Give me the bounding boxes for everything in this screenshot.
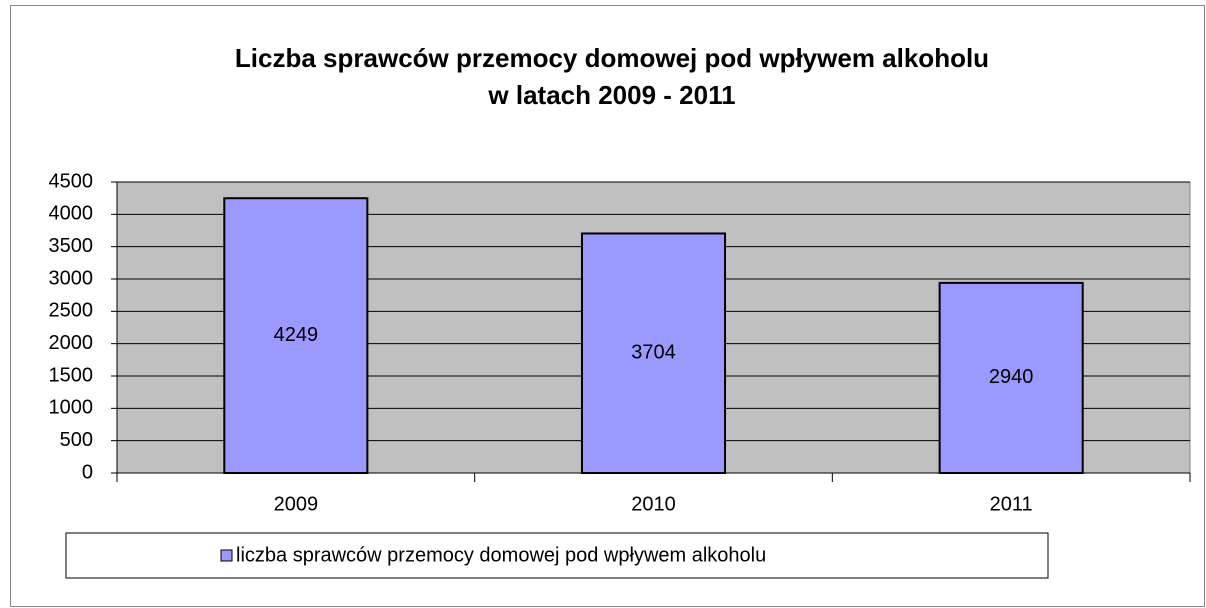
bar xyxy=(223,197,369,475)
y-tick-label: 4000 xyxy=(49,203,94,225)
data-label: 4249 xyxy=(274,324,319,346)
y-tick-label: 2500 xyxy=(49,300,94,322)
x-tick-label: 2010 xyxy=(631,493,676,515)
legend-swatch xyxy=(220,549,233,562)
y-tick-label: 500 xyxy=(60,429,93,451)
y-tick-label: 3000 xyxy=(49,267,94,289)
y-tick-label: 1500 xyxy=(49,364,94,386)
bar xyxy=(938,281,1084,474)
y-tick-label: 1000 xyxy=(49,397,94,419)
legend-label: liczba sprawców przemocy domowej pod wpł… xyxy=(236,544,766,566)
bar xyxy=(580,232,727,474)
y-tick-label: 2000 xyxy=(49,332,94,354)
data-label: 3704 xyxy=(631,342,676,364)
y-tick-label: 3500 xyxy=(49,235,94,257)
chart-title: w latach 2009 - 2011 xyxy=(487,80,735,110)
y-tick-label: 0 xyxy=(82,461,93,483)
chart-title: Liczba sprawców przemocy domowej pod wpł… xyxy=(235,43,989,73)
y-tick-label: 4500 xyxy=(49,170,94,192)
x-tick-label: 2011 xyxy=(990,493,1033,515)
data-label: 2940 xyxy=(989,366,1034,388)
x-tick-label: 2009 xyxy=(274,493,319,515)
